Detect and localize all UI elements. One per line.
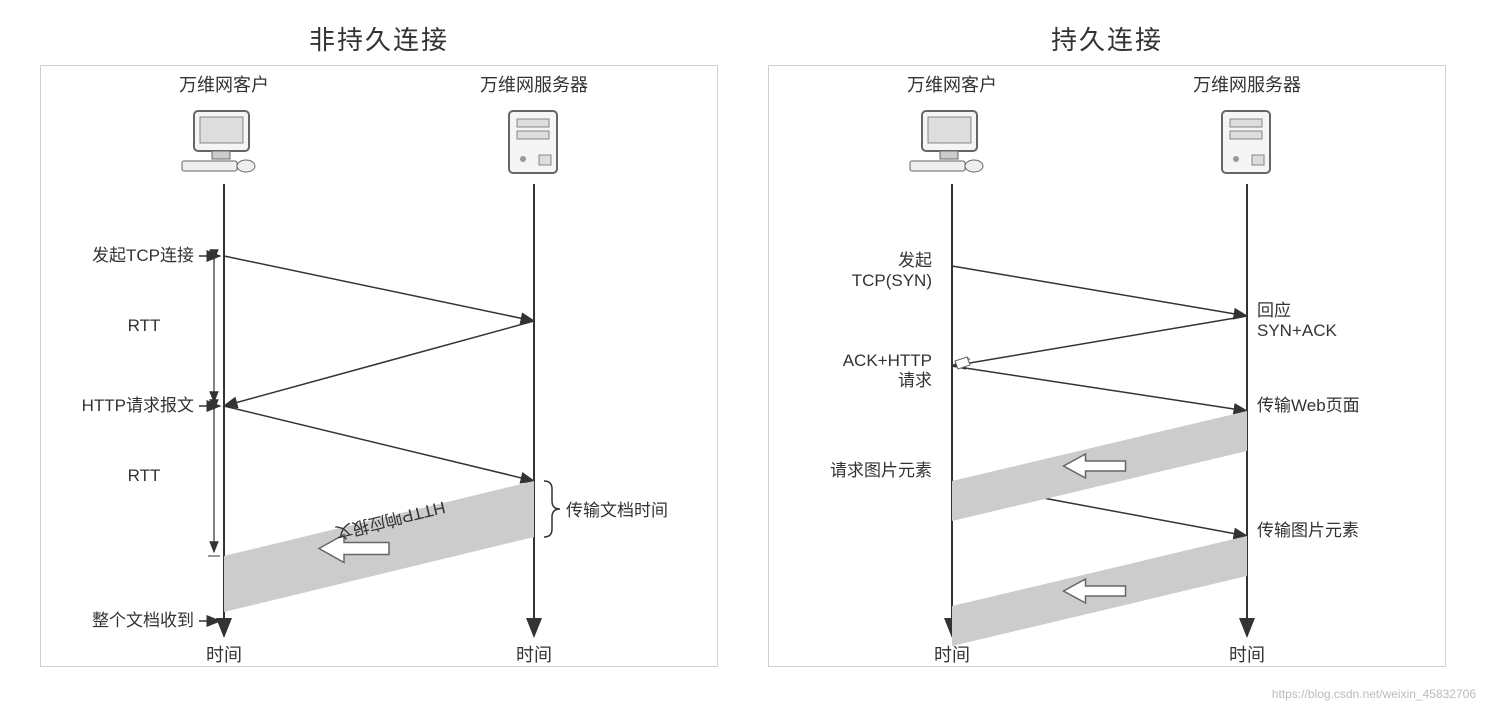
- left-diagram: 万维网客户 万维网服务器 时间 时间 HTTP响应报文: [40, 65, 718, 667]
- left-message-lines: [224, 256, 534, 481]
- left-server-label: 万维网服务器: [480, 75, 588, 95]
- left-response-band: HTTP响应报文: [224, 481, 534, 612]
- client-computer-icon: [910, 111, 983, 172]
- svg-text:发起TCP连接: 发起TCP连接: [92, 246, 194, 265]
- right-events-left: 发起TCP(SYN) ACK+HTTP请求请求图片元素: [830, 251, 932, 480]
- svg-text:请求: 请求: [898, 371, 932, 390]
- left-client-label: 万维网客户: [179, 75, 269, 95]
- left-svg: 万维网客户 万维网服务器 时间 时间 HTTP响应报文: [41, 66, 717, 666]
- right-time-c: 时间: [934, 645, 970, 665]
- svg-text:传输文档时间: 传输文档时间: [566, 501, 668, 520]
- svg-text:ACK+HTTP: ACK+HTTP: [843, 351, 932, 370]
- diagram-container: 非持久连接 万维网: [0, 0, 1486, 707]
- right-events-right: 回应SYN+ACK 传输Web页面传输图片元素: [1257, 301, 1360, 540]
- right-diagram: 万维网客户 万维网服务器 时间 时间 发起TCP(SYN) ACK+HTTP请求请…: [768, 65, 1446, 667]
- server-icon: [1222, 111, 1270, 173]
- right-panel: 持久连接 万维网客户: [768, 20, 1446, 687]
- svg-text:回应: 回应: [1257, 301, 1291, 320]
- watermark: https://blog.csdn.net/weixin_45832706: [1272, 687, 1476, 701]
- left-doc-brace: 传输文档时间: [544, 481, 668, 537]
- svg-text:请求图片元素: 请求图片元素: [830, 461, 932, 480]
- svg-text:发起: 发起: [898, 251, 932, 270]
- server-icon: [509, 111, 557, 173]
- left-title: 非持久连接: [40, 20, 718, 57]
- left-time-c: 时间: [206, 645, 242, 665]
- left-events: 发起TCP连接 HTTP请求报文整个文档收到: [82, 246, 220, 630]
- svg-text:SYN+ACK: SYN+ACK: [1257, 321, 1337, 340]
- left-time-s: 时间: [516, 645, 552, 665]
- svg-text:传输图片元素: 传输图片元素: [1257, 521, 1359, 540]
- right-title: 持久连接: [768, 20, 1446, 57]
- right-svg: 万维网客户 万维网服务器 时间 时间 发起TCP(SYN) ACK+HTTP请求请…: [769, 66, 1445, 666]
- client-computer-icon: [182, 111, 255, 172]
- svg-text:传输Web页面: 传输Web页面: [1257, 396, 1360, 415]
- left-panel: 非持久连接 万维网: [40, 20, 718, 687]
- svg-text:RTT: RTT: [128, 466, 161, 485]
- svg-text:整个文档收到: 整个文档收到: [92, 611, 194, 630]
- right-client-label: 万维网客户: [907, 75, 997, 95]
- svg-text:HTTP请求报文: HTTP请求报文: [82, 396, 194, 415]
- svg-text:TCP(SYN): TCP(SYN): [852, 271, 932, 290]
- right-time-s: 时间: [1229, 645, 1265, 665]
- right-server-label: 万维网服务器: [1193, 75, 1301, 95]
- svg-text:RTT: RTT: [128, 316, 161, 335]
